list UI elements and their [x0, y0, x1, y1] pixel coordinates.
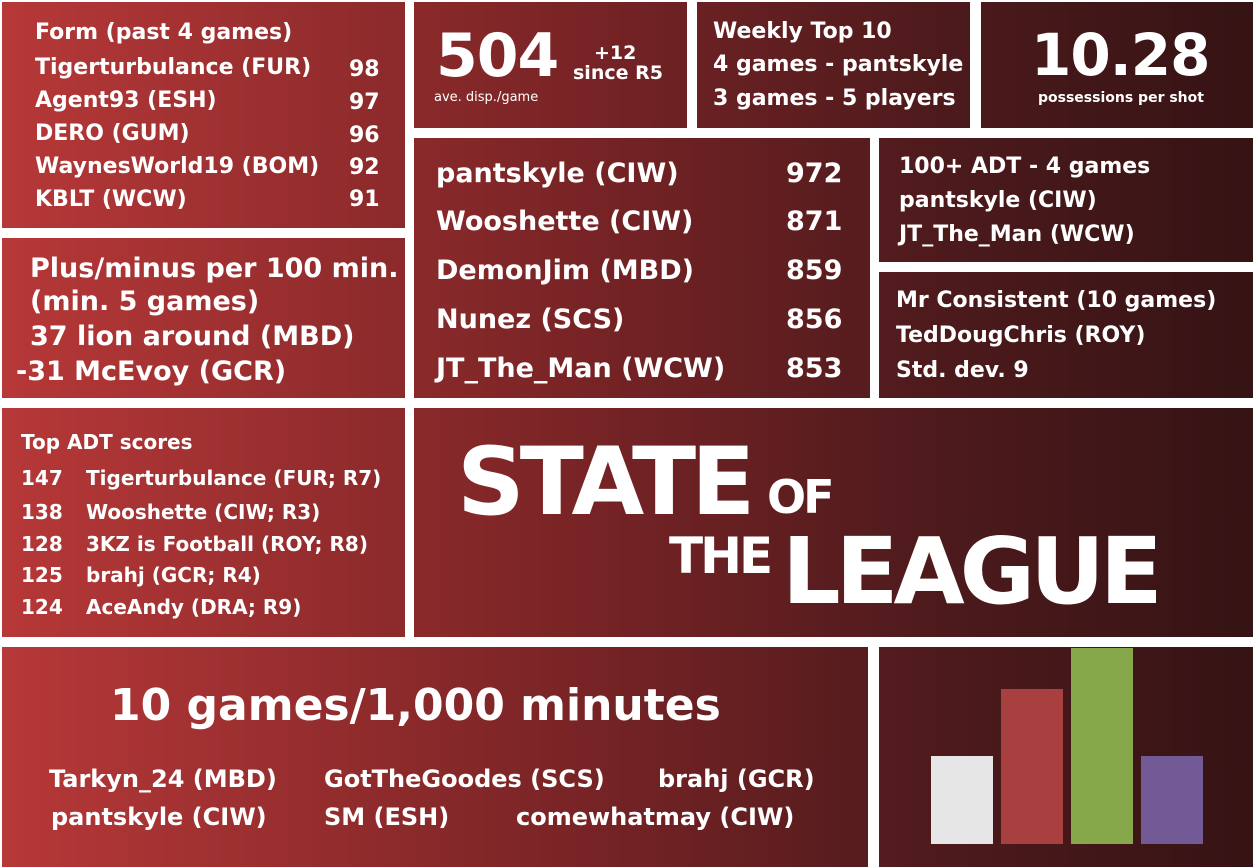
disposals-panel: 504 +12 since R5 ave. disp./game: [414, 2, 687, 128]
form-title: Form (past 4 games): [35, 20, 293, 45]
disposals-change-note: since R5: [573, 62, 663, 84]
plus-minus-best: 37 lion around (MBD): [30, 321, 355, 352]
form-row-1-value: 98: [349, 57, 380, 82]
form-row-3-name: DERO (GUM): [35, 121, 190, 146]
top-adt-row-3-score: 128: [21, 532, 63, 556]
weekly-top10-line1: 4 games - pantskyle: [713, 52, 964, 77]
leaders-row-4-name: Nunez (SCS): [436, 304, 625, 335]
milestones-player-4: pantskyle (CIW): [51, 803, 267, 831]
leaders-row-5-name: JT_The_Man (WCW): [436, 353, 726, 384]
logo-word-league: LEAGUE: [782, 518, 1163, 625]
plus-minus-title: Plus/minus per 100 min.: [30, 253, 399, 284]
bars-panel: [879, 647, 1253, 867]
milestones-player-1: Tarkyn_24 (MBD): [49, 765, 277, 793]
form-row-2-value: 97: [349, 90, 380, 115]
bar-2: [1001, 689, 1063, 844]
bar-4: [1141, 756, 1203, 844]
possessions-value: 10.28: [1031, 21, 1210, 89]
bar-3: [1071, 648, 1133, 844]
weekly-top10-title: Weekly Top 10: [713, 19, 892, 44]
adt100-player-1: pantskyle (CIW): [899, 188, 1097, 213]
logo-panel: STATE OF THE LEAGUE: [414, 408, 1253, 637]
weekly-top10-line2: 3 games - 5 players: [713, 86, 956, 111]
form-row-4-value: 92: [349, 155, 380, 180]
leaders-row-1-name: pantskyle (CIW): [436, 158, 679, 189]
form-row-5-name: KBLT (WCW): [35, 187, 187, 212]
leaders-row-2-name: Wooshette (CIW): [436, 206, 694, 237]
possessions-panel: 10.28 possessions per shot: [981, 2, 1253, 128]
leaders-panel: pantskyle (CIW) 972 Wooshette (CIW) 871 …: [414, 138, 870, 398]
form-row-2-name: Agent93 (ESH): [35, 88, 217, 113]
disposals-label: ave. disp./game: [434, 90, 539, 105]
form-row-4-name: WaynesWorld19 (BOM): [35, 154, 320, 179]
leaders-row-2-value: 871: [786, 206, 843, 237]
adt100-title: 100+ ADT - 4 games: [899, 154, 1151, 179]
top-adt-row-5-score: 124: [21, 595, 63, 619]
leaders-row-5-value: 853: [786, 353, 843, 384]
top-adt-row-5-name: AceAndy (DRA; R9): [86, 595, 302, 619]
form-row-3-value: 96: [349, 123, 380, 148]
adt100-player-2: JT_The_Man (WCW): [899, 222, 1135, 247]
leaders-row-3-name: DemonJim (MBD): [436, 255, 695, 286]
top-adt-row-1-score: 147: [21, 466, 63, 490]
milestones-panel: 10 games/1,000 minutes Tarkyn_24 (MBD) G…: [2, 647, 868, 867]
adt100-panel: 100+ ADT - 4 games pantskyle (CIW) JT_Th…: [879, 138, 1253, 262]
disposals-change: +12: [594, 42, 637, 64]
disposals-value: 504: [436, 21, 559, 91]
plus-minus-subtitle: (min. 5 games): [30, 286, 260, 317]
leaders-row-3-value: 859: [786, 255, 843, 286]
top-adt-row-2-score: 138: [21, 500, 63, 524]
form-panel: Form (past 4 games) Tigerturbulance (FUR…: [2, 2, 405, 228]
milestones-player-3: brahj (GCR): [658, 765, 815, 793]
milestones-player-5: SM (ESH): [324, 803, 450, 831]
consistent-player: TedDougChris (ROY): [896, 323, 1146, 348]
consistent-stat: Std. dev. 9: [896, 358, 1029, 383]
possessions-label: possessions per shot: [1038, 90, 1204, 106]
consistent-title: Mr Consistent (10 games): [896, 288, 1217, 313]
consistent-panel: Mr Consistent (10 games) TedDougChris (R…: [879, 272, 1253, 398]
plus-minus-panel: Plus/minus per 100 min. (min. 5 games) 3…: [2, 238, 405, 398]
top-adt-title: Top ADT scores: [21, 430, 193, 454]
logo-word-state: STATE: [457, 428, 755, 537]
top-adt-row-3-name: 3KZ is Football (ROY; R8): [86, 532, 368, 556]
milestones-title: 10 games/1,000 minutes: [110, 680, 721, 731]
top-adt-row-4-score: 125: [21, 563, 63, 587]
logo-word-of: OF: [767, 470, 835, 524]
leaders-row-4-value: 856: [786, 304, 843, 335]
milestones-player-2: GotTheGoodes (SCS): [324, 765, 605, 793]
top-adt-row-1-name: Tigerturbulance (FUR; R7): [86, 466, 382, 490]
form-row-1-name: Tigerturbulance (FUR): [35, 55, 312, 80]
form-row-5-value: 91: [349, 187, 380, 212]
milestones-player-6: comewhatmay (CIW): [516, 803, 795, 831]
plus-minus-worst: -31 McEvoy (GCR): [16, 356, 287, 387]
bar-1: [931, 756, 993, 844]
top-adt-row-2-name: Wooshette (CIW; R3): [86, 500, 321, 524]
leaders-row-1-value: 972: [786, 158, 843, 189]
top-adt-row-4-name: brahj (GCR; R4): [86, 563, 261, 587]
weekly-top10-panel: Weekly Top 10 4 games - pantskyle 3 game…: [697, 2, 970, 128]
top-adt-panel: Top ADT scores 147 Tigerturbulance (FUR;…: [2, 408, 405, 637]
logo-word-the: THE: [669, 527, 773, 585]
